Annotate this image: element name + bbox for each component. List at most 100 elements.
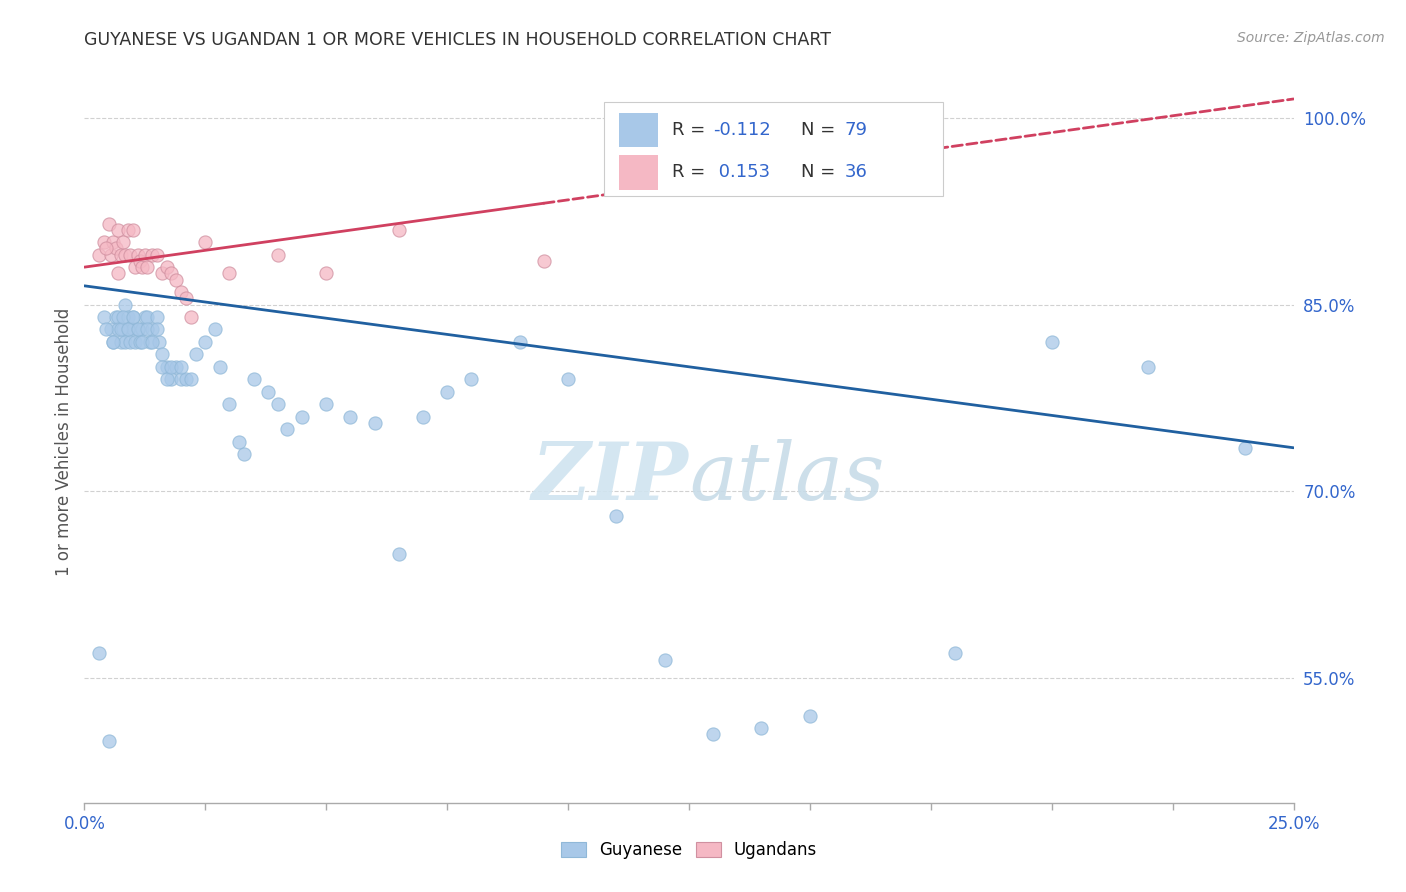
Point [104,242,127,256]
Point [112,235,135,250]
Point [194,235,217,250]
Point [121,322,143,336]
Point [150,359,173,374]
Point [110,334,132,349]
Point [218,397,240,411]
Point [233,447,256,461]
Point [1040,334,1063,349]
Point [124,260,146,274]
Point [114,248,136,262]
Point [267,397,290,411]
Point [127,322,149,336]
Point [557,372,579,386]
Point [165,359,187,374]
Point [87,248,110,262]
Point [112,322,135,336]
Point [218,266,240,280]
Point [170,372,193,386]
Point [160,372,183,386]
Point [146,322,169,336]
Point [799,708,821,723]
Point [315,266,337,280]
Point [242,372,264,386]
Bar [619,155,658,190]
Text: 36: 36 [845,163,868,181]
Bar [619,112,658,147]
Point [103,334,125,349]
Point [388,547,411,561]
Point [93,235,115,250]
Point [751,721,773,735]
Point [117,322,139,336]
Point [107,266,129,280]
Text: GUYANESE VS UGANDAN 1 OR MORE VEHICLES IN HOUSEHOLD CORRELATION CHART: GUYANESE VS UGANDAN 1 OR MORE VEHICLES I… [84,31,831,49]
Y-axis label: 1 or more Vehicles in Household: 1 or more Vehicles in Household [55,308,73,575]
Point [228,434,250,449]
Point [136,310,159,324]
Point [136,260,159,274]
Point [533,253,555,268]
Point [114,297,136,311]
Point [127,248,149,262]
Point [117,310,139,324]
Point [146,248,169,262]
Text: R =: R = [672,163,711,181]
Point [103,235,125,250]
Point [131,260,153,274]
Point [87,646,110,660]
Point [148,334,170,349]
Point [208,359,231,374]
Point [107,223,129,237]
Point [1234,441,1257,455]
Point [291,409,314,424]
Point [509,334,531,349]
Point [138,334,160,349]
Point [136,322,159,336]
Point [257,384,280,399]
Point [129,334,152,349]
Point [204,322,226,336]
Point [97,217,120,231]
Point [103,334,125,349]
Point [94,322,117,336]
Point [174,291,197,305]
Point [267,248,290,262]
Point [121,223,143,237]
Point [160,359,183,374]
Text: Source: ZipAtlas.com: Source: ZipAtlas.com [1237,31,1385,45]
Point [110,248,132,262]
Point [180,310,202,324]
Text: N =: N = [801,121,841,139]
Point [363,416,385,430]
Point [605,509,627,524]
Point [155,359,177,374]
Point [100,322,122,336]
Point [150,266,173,280]
Legend: Guyanese, Ugandans: Guyanese, Ugandans [561,841,817,860]
Point [94,242,117,256]
Point [112,310,135,324]
Point [1137,359,1160,374]
Point [110,322,132,336]
Point [134,310,156,324]
Point [121,310,143,324]
Text: N =: N = [801,163,841,181]
Point [114,334,136,349]
Point [97,733,120,747]
Point [702,727,724,741]
Point [124,334,146,349]
Point [93,310,115,324]
Point [117,322,139,336]
Point [121,310,143,324]
Point [155,372,177,386]
Point [134,248,156,262]
Point [276,422,298,436]
Point [194,334,217,349]
Point [315,397,337,411]
Point [184,347,207,361]
Point [436,384,458,399]
Point [150,347,173,361]
Point [141,334,163,349]
Text: 0.153: 0.153 [713,163,770,181]
Text: -0.112: -0.112 [713,121,770,139]
